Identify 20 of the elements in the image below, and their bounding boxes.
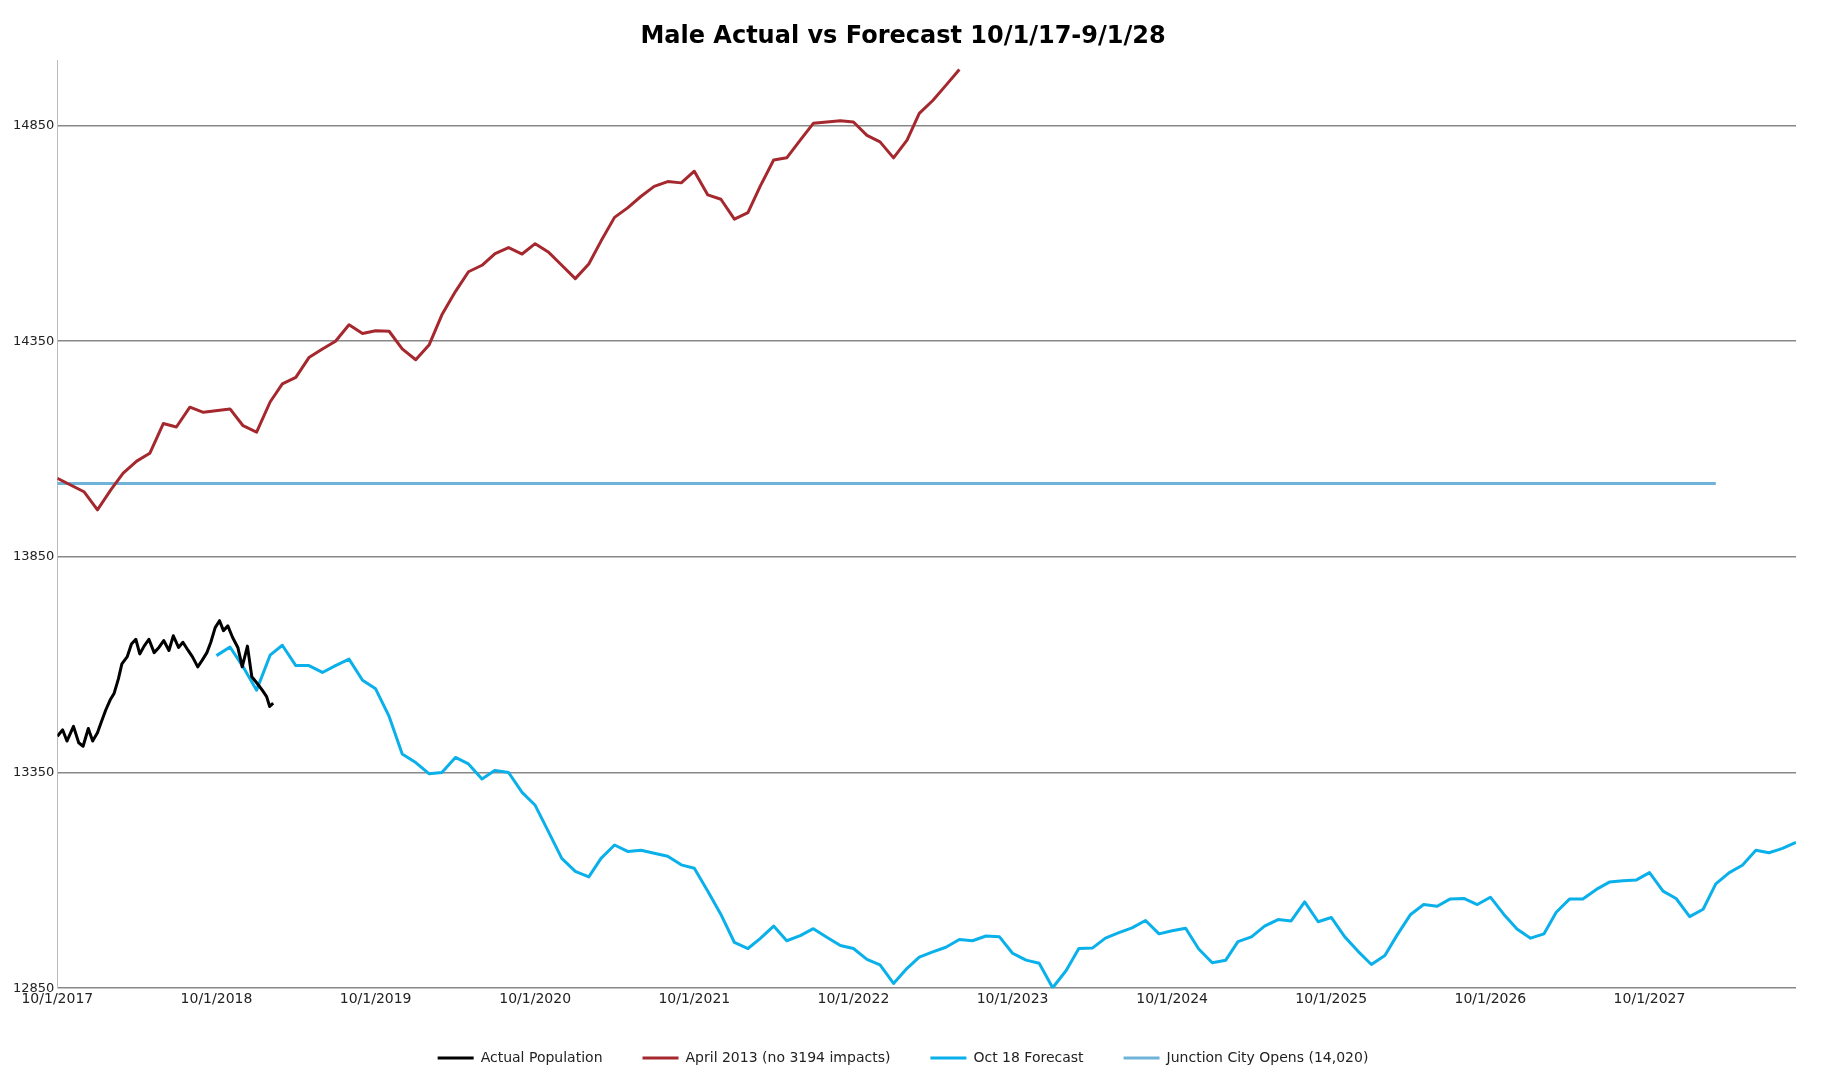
x-tick-label: 10/1/2021 [658, 990, 731, 1007]
legend-label: April 2013 (no 3194 impacts) [685, 1048, 891, 1065]
x-tick-label: 10/1/2027 [1613, 990, 1686, 1007]
legend-label: Oct 18 Forecast [973, 1048, 1085, 1065]
x-tick-label: 10/1/2024 [1136, 990, 1209, 1007]
y-tick-label: 13350 [13, 763, 55, 779]
x-tick-label: 10/1/2020 [499, 990, 572, 1007]
y-tick-label: 13850 [13, 548, 55, 564]
x-tick-label: 10/1/2023 [976, 990, 1049, 1007]
y-tick-label: 14850 [13, 116, 55, 132]
legend-label: Actual Population [480, 1048, 603, 1065]
x-tick-label: 10/1/2017 [21, 990, 94, 1007]
x-tick-label: 10/1/2022 [817, 990, 890, 1007]
x-tick-label: 10/1/2025 [1295, 990, 1368, 1007]
x-tick-label: 10/1/2019 [339, 990, 412, 1007]
x-tick-label: 10/1/2026 [1454, 990, 1527, 1007]
x-tick-label: 10/1/2018 [180, 990, 253, 1007]
chart-title: Male Actual vs Forecast 10/1/17-9/1/28 [640, 20, 1166, 49]
y-tick-label: 14350 [13, 332, 55, 348]
legend-label: Junction City Opens (14,020) [1165, 1048, 1369, 1065]
